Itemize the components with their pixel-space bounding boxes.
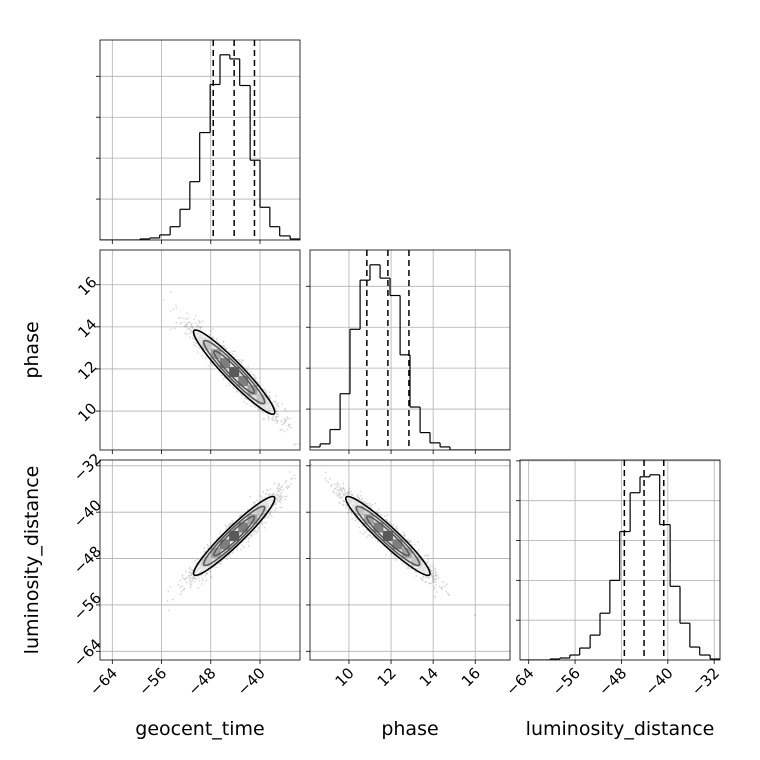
density-cell — [201, 340, 212, 351]
x-axis-label-luminosity-distance: luminosity_distance — [526, 718, 715, 740]
histogram-phase-area — [310, 250, 510, 450]
density-cell — [363, 514, 374, 525]
density-cell — [229, 530, 240, 541]
scatter-geocent-time-vs-luminosity-distance-border — [99, 459, 301, 661]
density-cell — [220, 358, 231, 369]
y-axis-label-luminosity-distance: luminosity_distance — [21, 466, 43, 655]
histogram-phase-border — [309, 249, 511, 451]
contour-2-sigma — [344, 495, 431, 577]
histogram-geocent-time-border — [99, 39, 301, 241]
scatter-phase-vs-luminosity-distance-area — [310, 460, 510, 660]
density-cell — [392, 539, 403, 550]
histogram-luminosity-distance-border — [519, 459, 721, 661]
density-cell — [256, 505, 267, 516]
density-cell — [382, 530, 393, 541]
density-cell — [373, 522, 384, 533]
density-cell — [220, 539, 231, 550]
contour-1.5-sigma — [355, 505, 421, 567]
scatter-geocent-time-vs-phase-border — [99, 249, 301, 451]
density-cell — [411, 556, 422, 567]
y-axis-label-phase: phase — [21, 321, 43, 378]
histogram-geocent-time-area — [100, 40, 300, 240]
contour-1-sigma — [213, 350, 256, 394]
contour-2-sigma — [192, 495, 276, 577]
histogram-luminosity-distance-area — [520, 460, 720, 660]
density-cell — [256, 394, 267, 405]
scatter-geocent-time-vs-phase-area — [100, 250, 300, 450]
contour-2-sigma — [192, 329, 276, 416]
density-cell — [238, 522, 249, 533]
density-cell — [354, 505, 365, 516]
contour-1-sigma — [213, 515, 256, 557]
density-cell — [401, 547, 412, 558]
density-cell — [210, 547, 221, 558]
contour-1-sigma — [366, 515, 410, 557]
density-cell — [238, 376, 249, 387]
scatter-phase-vs-luminosity-distance-border — [309, 459, 511, 661]
density-cell — [247, 514, 258, 525]
density-cell — [229, 367, 240, 378]
contour-1.5-sigma — [202, 339, 266, 405]
density-cell — [210, 349, 221, 360]
x-axis-label-phase: phase — [381, 718, 438, 740]
x-axis-label-geocent-time: geocent_time — [135, 718, 264, 740]
density-cell — [201, 556, 212, 567]
scatter-geocent-time-vs-luminosity-distance-area — [100, 460, 300, 660]
density-cell — [247, 385, 258, 396]
contour-1.5-sigma — [202, 505, 266, 567]
